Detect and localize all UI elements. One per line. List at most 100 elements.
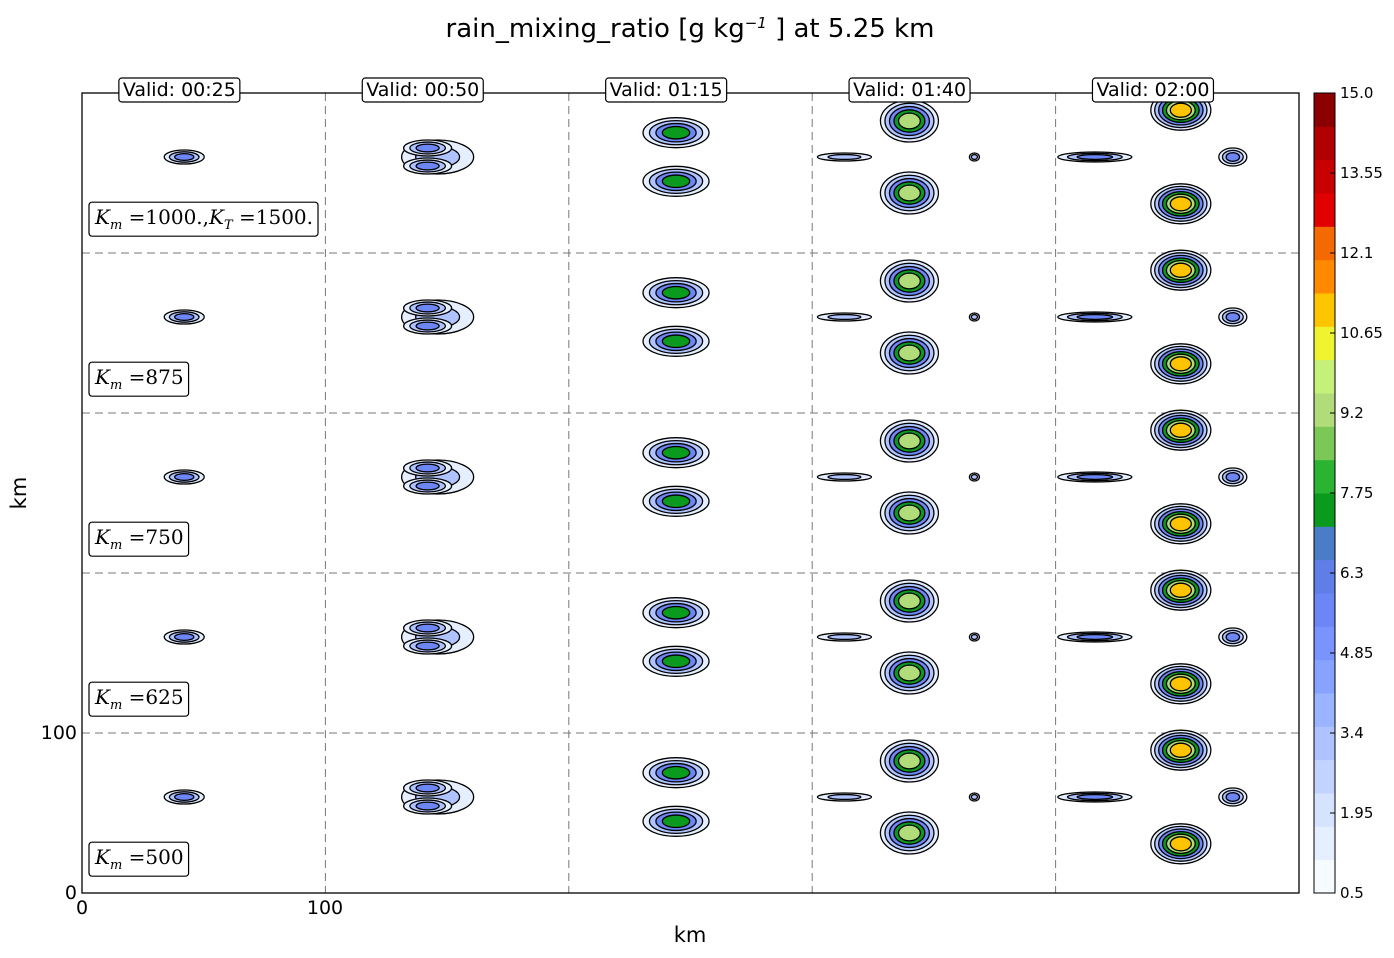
- y-tick-label-0: 0: [65, 882, 77, 904]
- contour-level: [661, 174, 691, 189]
- contour-panel: [400, 459, 475, 495]
- contour-panel: [642, 437, 710, 517]
- contour-level: [661, 125, 691, 140]
- row-label-subscript: m: [110, 698, 122, 713]
- contour-level: [173, 632, 195, 642]
- contour-level: [415, 641, 440, 651]
- column-labels: Valid: 00:25 Valid: 00:50 Valid: 01:15 Vali…: [118, 77, 1215, 103]
- colorbar-band: [1314, 493, 1335, 527]
- row-label-symbol: K: [94, 525, 111, 549]
- contour-level: [661, 605, 691, 620]
- contour-level: [1169, 102, 1192, 118]
- contour-level: [1169, 582, 1192, 598]
- row-label-subscript: m: [110, 378, 122, 393]
- row-label-symbol: K: [94, 845, 111, 869]
- contour-panel: [816, 739, 981, 855]
- colorbar: [1314, 93, 1335, 894]
- contour-level: [173, 792, 195, 802]
- row-label-text: Km =500: [94, 845, 184, 873]
- row-label-value: =1000.,: [122, 205, 209, 229]
- contour-panel: [642, 117, 710, 197]
- contour-panel: [816, 419, 981, 535]
- row-label-box: [88, 201, 319, 237]
- contour-level: [415, 801, 440, 811]
- colorbar-ticks: 15.0 13.55 12.1 10.65 9.2 7.75 6.3 4.85 3.4 1.95 0…: [1330, 84, 1383, 902]
- contour-level: [415, 161, 440, 171]
- row-label-value: =1500.: [233, 205, 313, 229]
- row-label: Km =625: [88, 681, 190, 717]
- row-label-value: =875: [122, 365, 183, 389]
- contour-level: [1169, 262, 1192, 278]
- contour-level: [661, 494, 691, 509]
- contour-panel: [163, 469, 205, 485]
- colorbar-tick-label: 15.0: [1340, 84, 1373, 102]
- colorbar-band: [1314, 693, 1335, 727]
- colorbar-tick-label: 4.85: [1340, 644, 1373, 662]
- row-label-text: Km =750: [94, 525, 184, 553]
- colorbar-tick-label: 0.5: [1340, 884, 1364, 902]
- x-axis: 0 100 km: [76, 897, 706, 947]
- contour-level: [1169, 422, 1192, 438]
- y-tick-label-100: 100: [41, 722, 77, 744]
- column-label-text: Valid: 02:00: [1096, 79, 1209, 101]
- colorbar-band: [1314, 793, 1335, 827]
- contour-level: [1169, 516, 1192, 532]
- contour-level: [897, 184, 921, 202]
- contour-level: [970, 153, 979, 161]
- row-label-symbol: K: [94, 685, 111, 709]
- contour-panel: [642, 757, 710, 837]
- contour-panel: [642, 597, 710, 677]
- colorbar-band: [1314, 193, 1335, 227]
- contour-level: [1169, 196, 1192, 212]
- row-label-box: [88, 521, 190, 557]
- colorbar-tick-label: 1.95: [1340, 804, 1373, 822]
- column-label-text: Valid: 00:50: [366, 79, 479, 101]
- contour-level: [1225, 152, 1241, 162]
- contour-level: [661, 285, 691, 300]
- row-label-subscript: m: [110, 538, 122, 553]
- colorbar-tick-label: 9.2: [1340, 404, 1364, 422]
- colorbar-tick-label: 6.3: [1340, 564, 1364, 582]
- contour-panel: [816, 259, 981, 375]
- row-label-box: [88, 681, 190, 717]
- colorbar-band: [1314, 859, 1335, 894]
- column-label-text: Valid: 01:40: [853, 79, 966, 101]
- column-label: Valid: 00:50: [361, 77, 484, 103]
- contour-level: [661, 765, 691, 780]
- y-axis: 0 100 km: [7, 477, 77, 904]
- contour-level: [415, 463, 440, 473]
- contour-level: [897, 344, 921, 362]
- colorbar-band: [1314, 726, 1335, 761]
- contour-level: [897, 272, 921, 290]
- colorbar-band: [1314, 626, 1335, 661]
- x-tick-label-0: 0: [76, 897, 88, 919]
- column-label-box: [361, 77, 484, 103]
- colorbar-band: [1314, 93, 1335, 127]
- colorbar-tick-label: 7.75: [1340, 484, 1373, 502]
- x-tick-label-100: 100: [307, 897, 343, 919]
- row-label-value: =625: [122, 685, 183, 709]
- contour-panel: [400, 619, 475, 655]
- contour-panels: [163, 89, 1248, 865]
- row-label-subscript: T: [224, 218, 234, 233]
- row-label-text: Km =625: [94, 685, 184, 713]
- contour-level: [1169, 742, 1192, 758]
- contour-level: [415, 623, 440, 633]
- column-label-text: Valid: 00:25: [123, 79, 236, 101]
- colorbar-tick-label: 13.55: [1340, 164, 1383, 182]
- contour-level: [415, 143, 440, 153]
- column-label-box: [1091, 77, 1215, 103]
- contour-level: [897, 592, 921, 610]
- contour-level: [827, 313, 862, 321]
- contour-level: [661, 814, 691, 829]
- contour-level: [970, 473, 979, 481]
- title-base: rain_mixing_ratio [g kg: [446, 14, 745, 44]
- colorbar-band: [1314, 659, 1335, 694]
- row-label-text: Km =875: [94, 365, 184, 393]
- row-label: Km =500: [88, 841, 190, 877]
- colorbar-band: [1314, 826, 1335, 861]
- contour-panel: [163, 149, 205, 165]
- contour-panel: [163, 789, 205, 805]
